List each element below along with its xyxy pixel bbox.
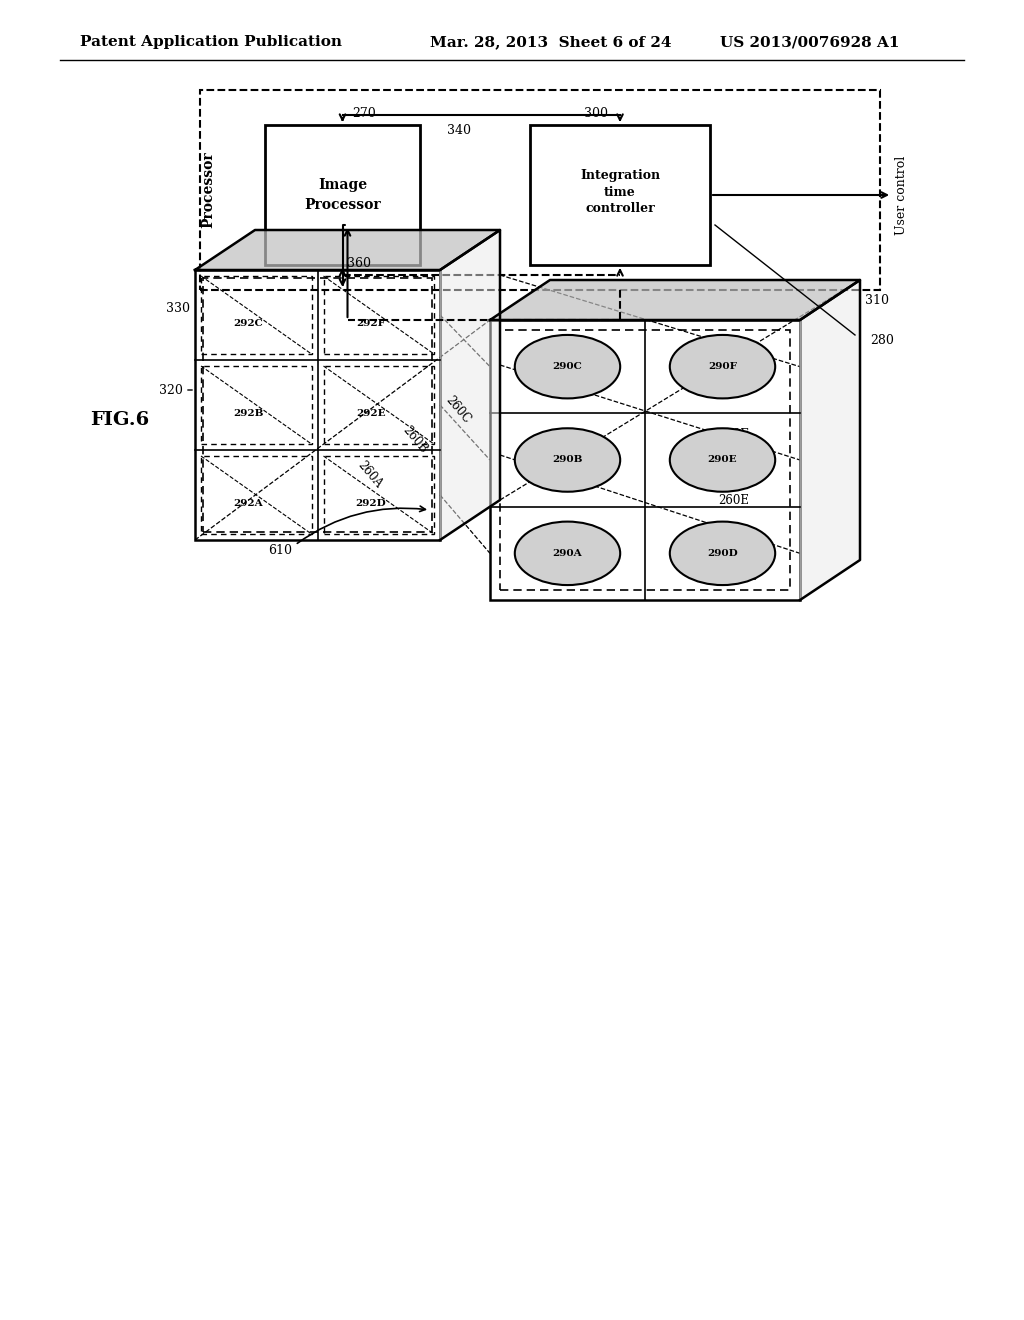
Text: 260B: 260B bbox=[400, 424, 430, 457]
Polygon shape bbox=[440, 230, 500, 540]
Text: controller: controller bbox=[585, 202, 655, 215]
Text: 270: 270 bbox=[352, 107, 376, 120]
Text: 290C: 290C bbox=[553, 362, 583, 371]
Text: Integration: Integration bbox=[580, 169, 660, 181]
Text: 292D: 292D bbox=[355, 499, 386, 507]
Text: 290B: 290B bbox=[552, 455, 583, 465]
Text: Image: Image bbox=[317, 178, 367, 191]
Text: 260C: 260C bbox=[443, 393, 473, 426]
Polygon shape bbox=[800, 280, 860, 601]
Text: 260E: 260E bbox=[718, 494, 749, 507]
Text: User control: User control bbox=[895, 156, 908, 235]
Text: 280: 280 bbox=[870, 334, 894, 346]
Text: 260D: 260D bbox=[718, 558, 750, 572]
Text: 610: 610 bbox=[268, 544, 292, 557]
Text: 290E: 290E bbox=[708, 455, 737, 465]
Text: 292C: 292C bbox=[233, 318, 263, 327]
Text: 290A: 290A bbox=[553, 549, 583, 558]
Ellipse shape bbox=[515, 335, 621, 399]
Polygon shape bbox=[195, 230, 500, 271]
Text: 310: 310 bbox=[865, 293, 889, 306]
Ellipse shape bbox=[515, 521, 621, 585]
Text: Processor: Processor bbox=[201, 152, 215, 228]
Text: 260F: 260F bbox=[718, 429, 749, 441]
Text: Processor: Processor bbox=[304, 198, 381, 213]
Text: 292E: 292E bbox=[356, 408, 386, 417]
Text: 340: 340 bbox=[447, 124, 471, 136]
Text: 320: 320 bbox=[159, 384, 183, 396]
Text: Mar. 28, 2013  Sheet 6 of 24: Mar. 28, 2013 Sheet 6 of 24 bbox=[430, 36, 672, 49]
Text: FIG.6: FIG.6 bbox=[90, 411, 150, 429]
Text: Light: Light bbox=[723, 570, 757, 583]
Text: 360: 360 bbox=[347, 257, 372, 271]
Text: 300: 300 bbox=[584, 107, 608, 120]
Text: time: time bbox=[604, 186, 636, 198]
Ellipse shape bbox=[670, 335, 775, 399]
Polygon shape bbox=[490, 280, 860, 319]
Text: 260A: 260A bbox=[355, 459, 385, 491]
Ellipse shape bbox=[515, 428, 621, 492]
Text: 292A: 292A bbox=[233, 499, 263, 507]
Ellipse shape bbox=[670, 428, 775, 492]
Text: 292F: 292F bbox=[356, 318, 385, 327]
Text: 330: 330 bbox=[166, 301, 190, 314]
Text: 290F: 290F bbox=[708, 362, 737, 371]
Text: US 2013/0076928 A1: US 2013/0076928 A1 bbox=[720, 36, 899, 49]
Text: 292B: 292B bbox=[233, 408, 263, 417]
Ellipse shape bbox=[670, 521, 775, 585]
Text: 290D: 290D bbox=[708, 549, 738, 558]
Text: Patent Application Publication: Patent Application Publication bbox=[80, 36, 342, 49]
